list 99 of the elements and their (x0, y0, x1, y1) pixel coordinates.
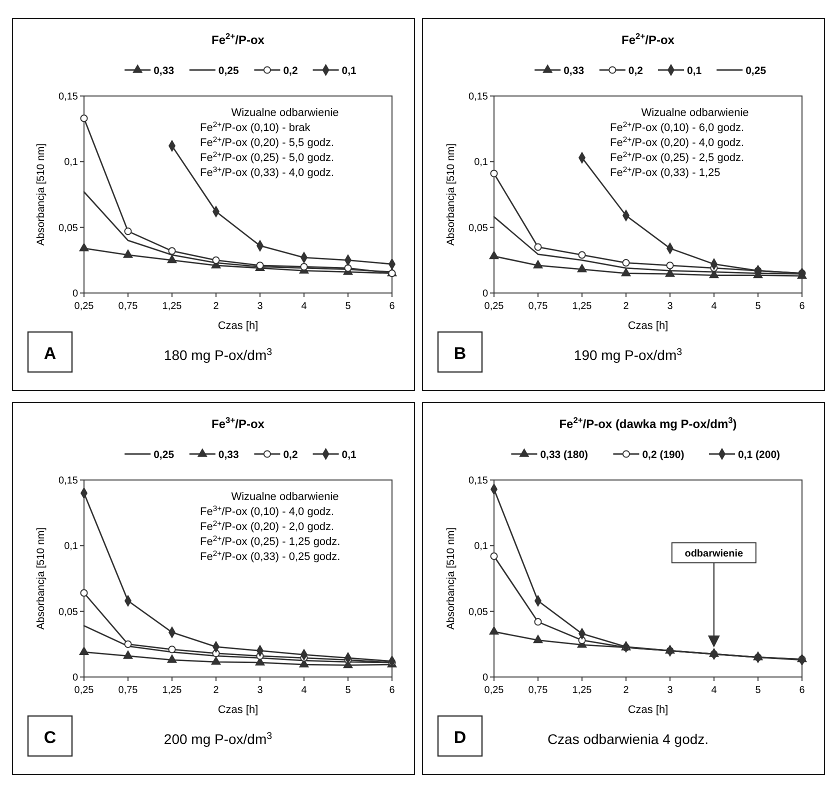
text: D (454, 728, 466, 747)
x-axis-title: Czas [h] (628, 320, 668, 332)
x-tick-label: 1,25 (162, 685, 182, 696)
x-tick-label: 2 (623, 301, 630, 312)
x-tick-label: 0,75 (528, 685, 548, 696)
annotation: Fe$^{2+}$/P-ox (0,33) - 1,25 (610, 164, 720, 179)
y-tick-label: 0 (72, 288, 78, 300)
chart-title: Fe$^{3+}$/P-ox (212, 415, 265, 431)
legend-label: 0,33 (180) (540, 449, 588, 461)
annotation: Fe$^{2+}$/P-ox (0,25) - 2,5 godz. (610, 150, 744, 164)
annotation: Fe$^{2+}$/P-ox (0,25) - 1,25 godz. (200, 534, 340, 548)
annotation: Fe$^{2+}$/P-ox (0,20) - 2,0 godz. (200, 518, 334, 533)
legend-label: 0,25 (746, 65, 766, 77)
annotation: Fe$^{2+}$/P-ox (0,20) - 5,5 godz. (200, 134, 334, 149)
x-tick-label: 3 (257, 685, 264, 696)
x-tick-label: 4 (711, 301, 718, 312)
legend-label: 0,1 (342, 449, 357, 461)
legend-label: 0,2 (283, 65, 298, 77)
annotation: Fe$^{2+}$/P-ox (0,33) - 0,25 godz. (200, 548, 340, 563)
y-tick-label: 0 (482, 288, 488, 300)
x-tick-label: 0,75 (118, 685, 138, 696)
x-tick-label: 0,75 (118, 301, 138, 312)
x-tick-label: 0,75 (528, 301, 548, 312)
y-axis-title: Absorbancja [510 nm] (35, 527, 47, 630)
y-tick-label: 0,1 (474, 157, 488, 168)
x-tick-label: 6 (389, 685, 396, 696)
chart-title: Fe$^{2+}$/P-ox (dawka mg P-ox/dm$^{3}$) (559, 415, 737, 431)
y-tick-label: 0,1 (64, 157, 78, 168)
y-axis-title: Absorbancja [510 nm] (35, 143, 47, 246)
x-tick-label: 2 (213, 301, 220, 312)
annotation: Wizualne odbarwienie (231, 107, 339, 119)
annotation: Wizualne odbarwienie (231, 491, 339, 503)
legend-label: 0,25 (218, 65, 239, 77)
x-tick-label: 2 (213, 685, 220, 696)
y-tick-label: 0,05 (58, 222, 78, 234)
x-tick-label: 4 (301, 685, 308, 696)
annotation: odbarwienie (684, 548, 744, 560)
legend-label: 0,1 (200) (738, 449, 780, 461)
chart-title: Fe$^{2+}$/P-ox (622, 31, 675, 47)
legend-label: 0,2 (190) (642, 449, 684, 461)
x-tick-label: 2 (623, 685, 630, 696)
text: 200 mg P-ox/dm$^{3}$ (164, 730, 273, 747)
x-tick-label: 0,25 (484, 685, 504, 696)
annotation: Fe$^{3+}$/P-ox (0,10) - 4,0 godz. (200, 504, 334, 518)
annotation: Fe$^{3+}$/P-ox (0,33) - 4,0 godz. (200, 164, 334, 179)
y-tick-label: 0,15 (58, 92, 78, 102)
legend-label: 0,33 (154, 65, 174, 77)
x-tick-label: 1,25 (572, 301, 592, 312)
annotation: Wizualne odbarwienie (641, 107, 749, 119)
annotation: Fe$^{2+}$/P-ox (0,25) - 5,0 godz. (200, 150, 334, 164)
x-axis-title: Czas [h] (218, 704, 258, 716)
x-tick-label: 0,25 (484, 301, 504, 312)
x-tick-label: 5 (755, 685, 762, 696)
x-axis-title: Czas [h] (218, 320, 258, 332)
annotation: Fe$^{2+}$/P-ox (0,10) - brak (200, 120, 311, 134)
chart-title: Fe$^{2+}$/P-ox (212, 31, 265, 47)
y-tick-label: 0,1 (474, 541, 488, 552)
x-tick-label: 5 (345, 685, 352, 696)
x-tick-label: 0,25 (74, 685, 94, 696)
x-tick-label: 0,25 (74, 301, 94, 312)
x-tick-label: 6 (799, 301, 806, 312)
legend-label: 0,2 (283, 449, 298, 461)
x-tick-label: 3 (667, 301, 674, 312)
text: C (44, 728, 56, 747)
y-tick-label: 0,05 (468, 222, 488, 234)
x-axis-title: Czas [h] (628, 704, 668, 716)
x-tick-label: 1,25 (572, 685, 592, 696)
x-tick-label: 5 (755, 301, 762, 312)
x-tick-label: 6 (389, 301, 396, 312)
y-tick-label: 0 (482, 672, 488, 684)
x-tick-label: 3 (257, 301, 264, 312)
x-tick-label: 3 (667, 685, 674, 696)
y-tick-label: 0,15 (58, 476, 78, 486)
y-tick-label: 0,05 (58, 606, 78, 618)
y-tick-label: 0,05 (468, 606, 488, 618)
y-tick-label: 0 (72, 672, 78, 684)
legend-label: 0,25 (154, 449, 174, 461)
y-axis-title: Absorbancja [510 nm] (445, 527, 457, 630)
legend-label: 0,2 (628, 65, 644, 77)
annotation: Fe$^{2+}$/P-ox (0,20) - 4,0 godz. (610, 134, 744, 149)
y-tick-label: 0,15 (468, 476, 488, 486)
annotation: Fe$^{2+}$/P-ox (0,10) - 6,0 godz. (610, 120, 744, 134)
x-tick-label: 5 (345, 301, 352, 312)
legend-label: 0,1 (687, 65, 702, 77)
x-tick-label: 1,25 (162, 301, 182, 312)
x-tick-label: 4 (711, 685, 718, 696)
legend-label: 0,33 (564, 65, 584, 77)
text: B (454, 344, 466, 363)
text: A (44, 344, 56, 363)
x-tick-label: 6 (799, 685, 806, 696)
y-tick-label: 0,1 (64, 541, 78, 552)
y-tick-label: 0,15 (468, 92, 488, 102)
text: 190 mg P-ox/dm$^{3}$ (574, 346, 683, 363)
legend-label: 0,1 (342, 65, 357, 77)
legend-label: 0,33 (218, 449, 239, 461)
x-tick-label: 4 (301, 301, 308, 312)
y-axis-title: Absorbancja [510 nm] (445, 143, 457, 246)
text: Czas odbarwienia 4 godz. (547, 731, 709, 747)
text: 180 mg P-ox/dm$^{3}$ (164, 346, 273, 363)
